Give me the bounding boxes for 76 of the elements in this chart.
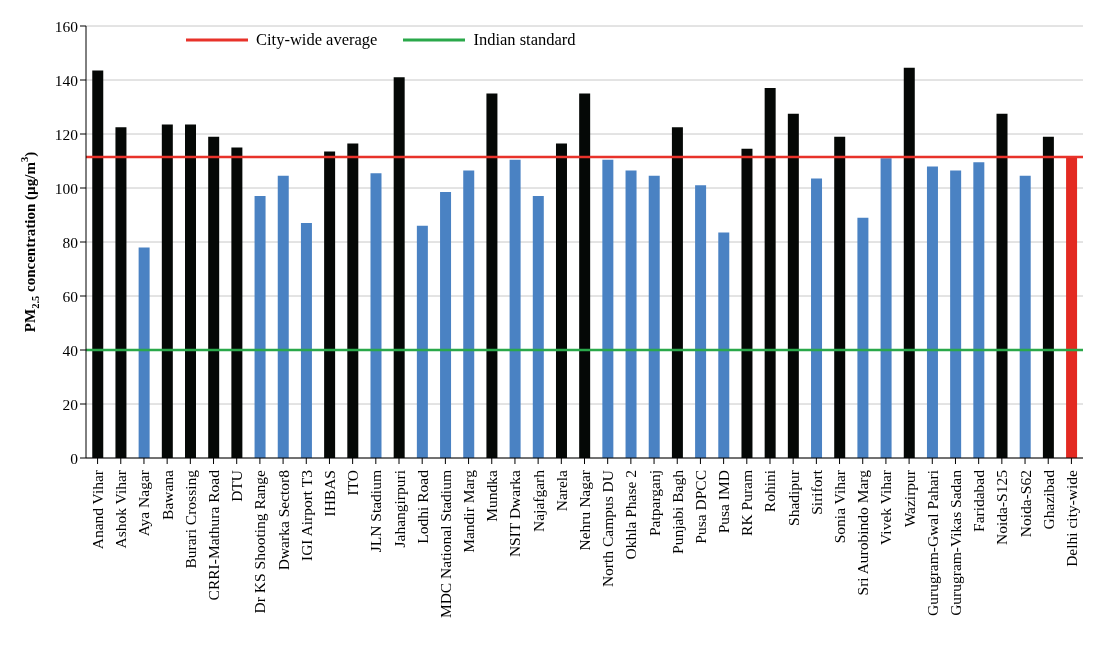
bar [138,247,150,458]
x-tick-label: Anand Vihar [89,469,107,550]
x-tick-label: IHBAS [320,470,338,517]
x-tick-label: Burari Crossing [181,469,199,569]
x-tick-label: Delhi city-wide [1062,469,1080,567]
bar [811,178,823,458]
x-tick-label: Jahangirpuri [390,469,408,548]
x-tick-label: Dwarka Sector8 [274,469,292,571]
bar [602,159,614,458]
x-tick-label: JLN Stadium [367,470,385,553]
x-tick-label: Vivek Vihar [877,469,895,545]
legend-label: City-wide average [256,30,378,50]
bar [718,232,730,458]
bar [695,185,707,458]
y-tick-label: 20 [62,395,79,413]
x-tick-label: Ghazibad [1039,469,1057,530]
x-tick-label: Sonia Vihar [831,469,849,544]
x-tick-label: Sirifort [807,469,825,515]
bar [416,225,428,458]
bar [370,173,382,458]
bar [440,192,452,458]
bar [532,196,544,458]
x-tick-label: Patparganj [645,470,663,537]
y-tick-label: 40 [62,341,79,359]
x-tick-label: Lodhi Road [413,469,431,544]
x-tick-label: Dr KS Shooting Range [251,469,269,614]
x-tick-label: DTU [228,470,246,502]
x-tick-label: ITO [344,470,362,496]
bar [857,217,869,458]
bar [648,175,660,458]
x-tick-label: Shadipur [784,469,802,526]
x-tick-label: Gurugram-Gwal Pahari [923,469,941,616]
bar [950,170,962,458]
y-tick-label: 80 [62,233,79,251]
x-tick-label: Mandir Marg [460,469,478,553]
bar [926,166,938,458]
x-tick-label: Ashok Vihar [112,469,130,549]
x-tick-label: North Campus DU [599,470,617,588]
bar [277,175,289,458]
x-tick-label: Najafgarh [529,469,547,532]
y-tick-label: 120 [54,125,79,143]
y-tick-label: 100 [54,179,79,197]
y-tick-label: 140 [54,71,79,89]
x-tick-label: Nehru Nagar [576,469,593,551]
bar [625,170,637,458]
x-tick-label: Gurugram-Vikas Sadan [946,469,964,616]
bar [880,158,892,458]
legend-label: Indian standard [473,30,576,50]
bar [463,170,475,458]
x-tick-label: Aya Nagar [135,469,153,537]
x-tick-label: Noida-S62 [1016,470,1034,538]
x-tick-label: CRRI-Mathura Road [205,469,223,601]
x-tick-label: Sri Aurobindo Marg [854,469,872,596]
x-tick-label: Pusa DPCC [691,470,709,544]
bar [1019,175,1031,458]
x-tick-label: Pusa IMD [715,470,733,534]
x-tick-label: Mundka [483,469,501,522]
bar [509,159,521,458]
x-tick-label: IGI Airport T3 [297,469,315,561]
bar [973,162,985,458]
x-tick-label: Rohini [761,469,779,513]
x-tick-label: Noida-S125 [993,469,1011,545]
x-tick-label: Faridabad [970,469,988,532]
x-tick-label: RK Puram [738,470,756,536]
x-tick-label: Okhla Phase 2 [622,470,640,560]
y-tick-label: 60 [62,287,79,305]
y-tick-label: 0 [70,449,79,467]
x-tick-label: Wazirpur [900,469,918,528]
x-tick-label: Bawana [158,469,176,520]
x-tick-label: Narela [552,469,570,512]
bar [254,196,266,458]
y-tick-label: 160 [54,17,79,35]
x-tick-label: MDC National Stadium [436,470,454,619]
x-tick-label: Punjabi Bagh [668,469,686,554]
bar [300,223,312,458]
x-tick-label: NSIT Dwarka [506,469,524,558]
